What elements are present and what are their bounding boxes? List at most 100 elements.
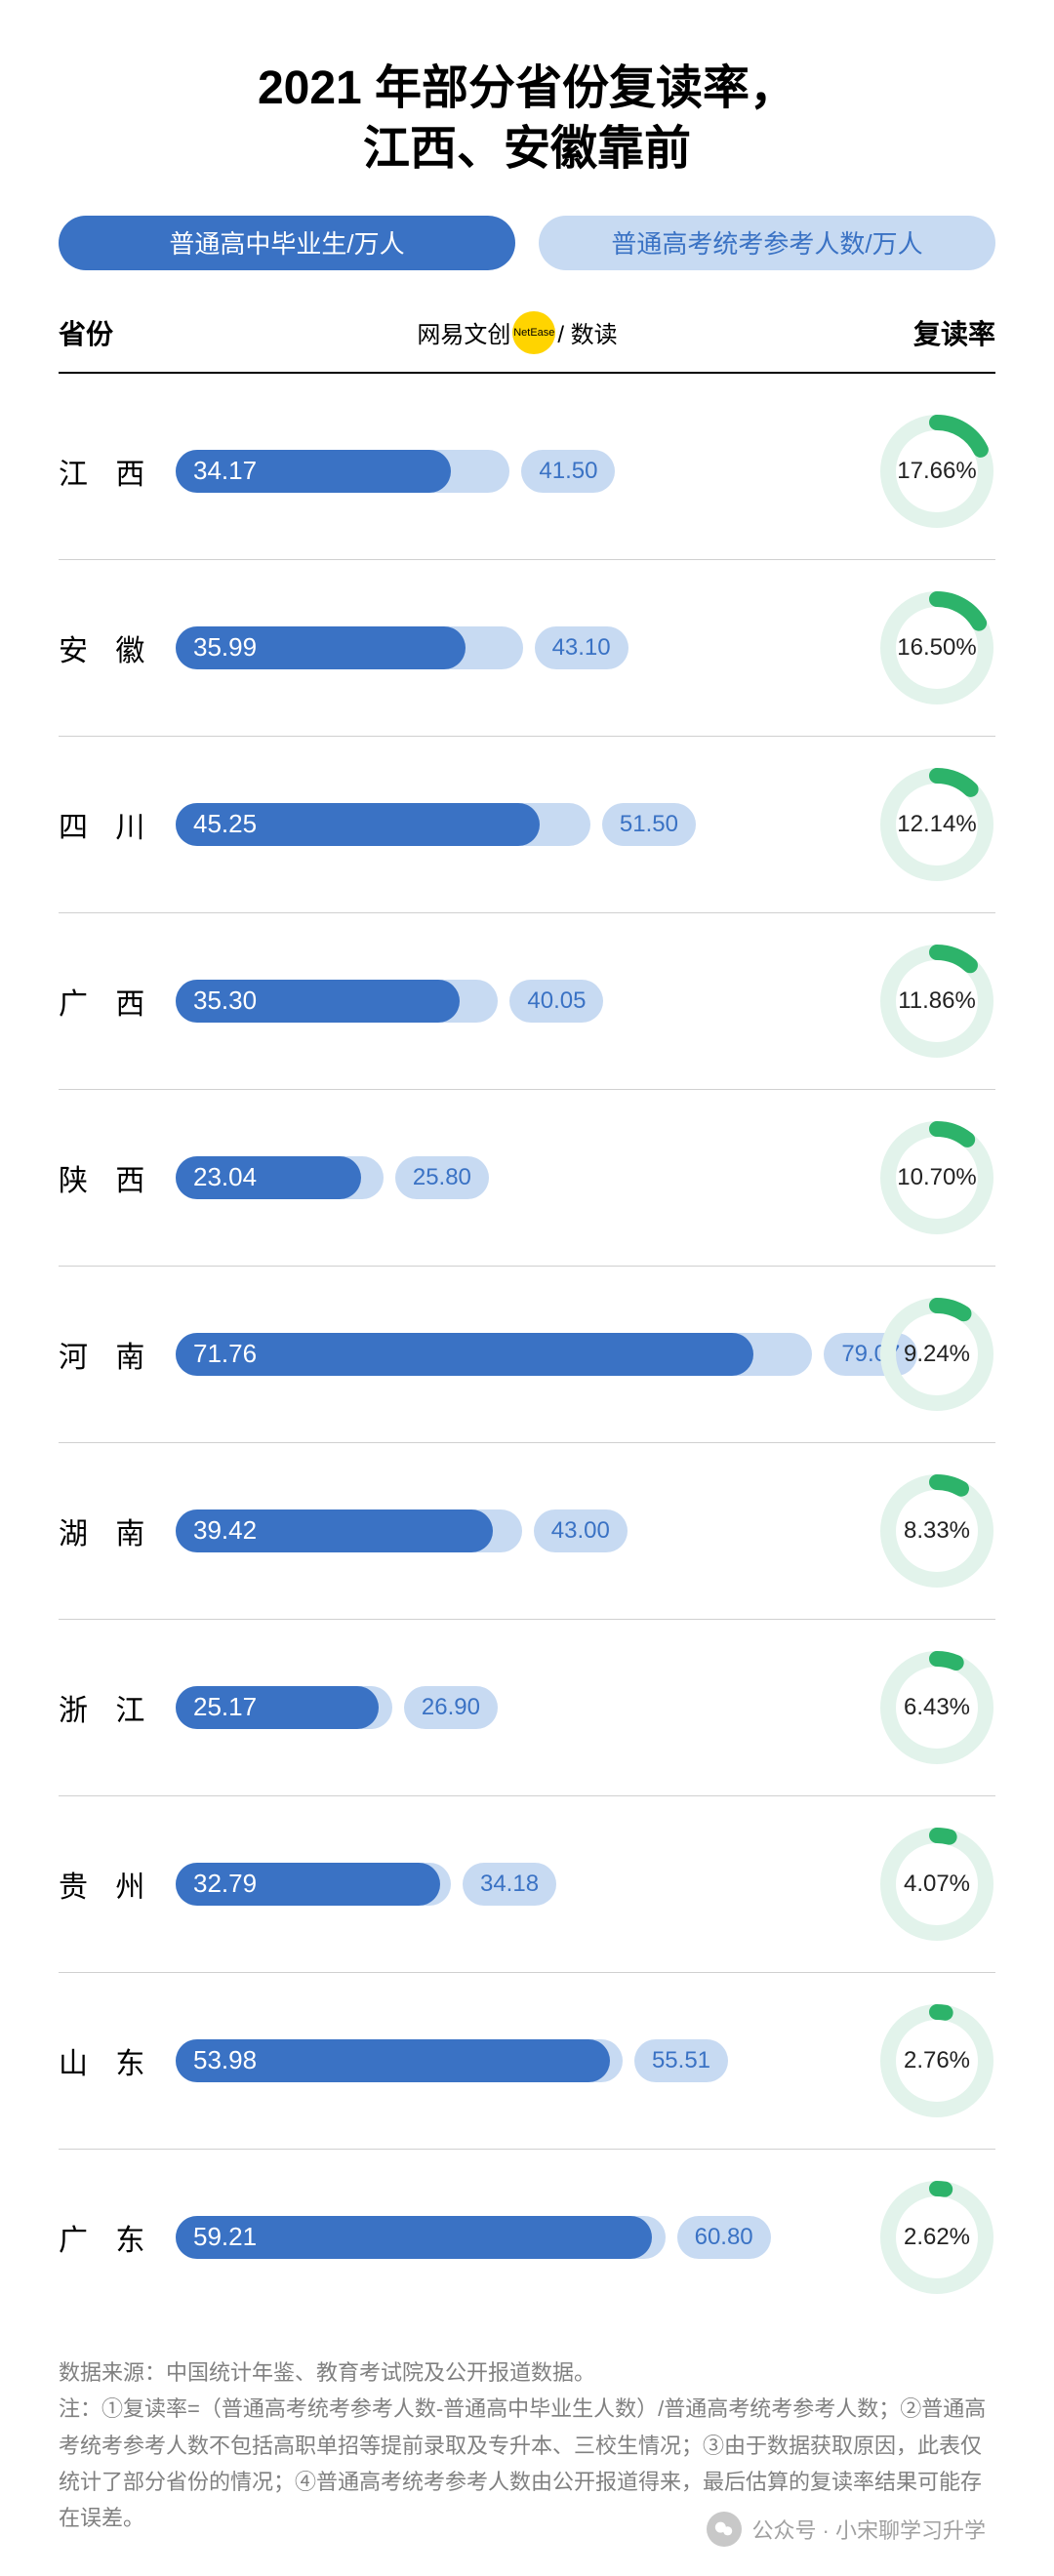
exam-takers-value: 26.90 (404, 1686, 498, 1729)
exam-takers-value: 60.80 (677, 2216, 771, 2259)
table-row: 四 川 45.25 51.50 12.14% (59, 737, 995, 913)
rate-donut: 2.76% (878, 2002, 995, 2119)
graduates-value: 34.17 (193, 456, 257, 486)
title-line-1: 2021 年部分省份复读率， (258, 62, 796, 114)
rate-donut: 10.70% (878, 1119, 995, 1236)
bar-graduates: 25.17 (176, 1686, 379, 1729)
exam-takers-value: 51.50 (602, 803, 696, 846)
rate-value: 12.14% (878, 766, 995, 883)
bar-graduates: 35.99 (176, 626, 466, 669)
exam-takers-value: 43.00 (534, 1509, 628, 1552)
rate-value: 17.66% (878, 413, 995, 530)
bar-graduates: 34.17 (176, 450, 451, 493)
bar-group: 39.42 43.00 (176, 1502, 859, 1560)
table-row: 浙 江 25.17 26.90 6.43% (59, 1620, 995, 1796)
graduates-value: 25.17 (193, 1692, 257, 1722)
bar-group: 35.99 43.10 (176, 619, 859, 677)
footnote-source: 数据来源：中国统计年鉴、教育考试院及公开报道数据。 (59, 2355, 995, 2391)
province-name: 江 西 (59, 450, 176, 493)
graduates-value: 39.42 (193, 1515, 257, 1546)
province-name: 浙 江 (59, 1686, 176, 1729)
data-rows: 江 西 34.17 41.50 17.66% 安 徽 35.99 43.10 16.… (59, 383, 995, 2325)
rate-value: 9.24% (878, 1296, 995, 1413)
province-name: 广 西 (59, 980, 176, 1023)
netease-icon: NetEase (512, 311, 555, 354)
wechat-icon (707, 2512, 742, 2547)
province-name: 广 东 (59, 2216, 176, 2259)
rate-value: 2.62% (878, 2179, 995, 2296)
bar-group: 34.17 41.50 (176, 442, 859, 501)
exam-takers-value: 55.51 (634, 2039, 728, 2082)
bar-group: 32.79 34.18 (176, 1855, 859, 1913)
bar-group: 23.04 25.80 (176, 1148, 859, 1207)
exam-takers-value: 43.10 (535, 626, 628, 669)
rate-donut: 17.66% (878, 413, 995, 530)
table-row: 江 西 34.17 41.50 17.66% (59, 383, 995, 560)
title-line-2: 江西、安徽靠前 (363, 123, 691, 175)
footer-attribution: 公众号 · 小宋聊学习升学 (707, 2512, 986, 2547)
brand-text-pre: 网易文创 (417, 315, 510, 349)
table-header: 省份 网易文创 NetEase / 数读 复读率 (59, 300, 995, 374)
chart-title: 2021 年部分省份复读率， 江西、安徽靠前 (59, 59, 995, 181)
province-name: 陕 西 (59, 1156, 176, 1199)
rate-donut: 12.14% (878, 766, 995, 883)
bar-graduates: 39.42 (176, 1509, 493, 1552)
header-rate: 复读率 (859, 313, 995, 352)
rate-value: 11.86% (878, 943, 995, 1060)
legend-graduates: 普通高中毕业生/万人 (59, 216, 515, 270)
bar-graduates: 32.79 (176, 1863, 440, 1906)
province-name: 安 徽 (59, 626, 176, 669)
exam-takers-value: 25.80 (395, 1156, 489, 1199)
rate-donut: 4.07% (878, 1826, 995, 1943)
rate-value: 16.50% (878, 589, 995, 706)
graduates-value: 35.30 (193, 986, 257, 1016)
footnotes: 数据来源：中国统计年鉴、教育考试院及公开报道数据。 注：①复读率=（普通高考统考… (59, 2355, 995, 2537)
rate-donut: 9.24% (878, 1296, 995, 1413)
bar-graduates: 45.25 (176, 803, 540, 846)
bar-graduates: 35.30 (176, 980, 460, 1023)
rate-donut: 11.86% (878, 943, 995, 1060)
table-row: 广 西 35.30 40.05 11.86% (59, 913, 995, 1090)
table-row: 陕 西 23.04 25.80 10.70% (59, 1090, 995, 1267)
rate-value: 8.33% (878, 1472, 995, 1590)
bar-group: 71.7679.07 (176, 1325, 859, 1384)
rate-donut: 8.33% (878, 1472, 995, 1590)
legend-exam-takers: 普通高考统考参考人数/万人 (539, 216, 995, 270)
header-province: 省份 (59, 313, 176, 352)
rate-value: 4.07% (878, 1826, 995, 1943)
table-row: 河 南 71.7679.07 9.24% (59, 1267, 995, 1443)
graduates-value: 45.25 (193, 809, 257, 839)
footer-text: 公众号 · 小宋聊学习升学 (751, 2514, 986, 2545)
bar-group: 59.21 60.80 (176, 2208, 859, 2267)
table-row: 安 徽 35.99 43.10 16.50% (59, 560, 995, 737)
province-name: 贵 州 (59, 1863, 176, 1906)
graduates-value: 23.04 (193, 1162, 257, 1192)
exam-takers-value: 34.18 (463, 1863, 556, 1906)
table-row: 山 东 53.9855.51 2.76% (59, 1973, 995, 2150)
bar-graduates: 53.98 (176, 2039, 610, 2082)
exam-takers-value: 41.50 (521, 450, 615, 493)
rate-value: 10.70% (878, 1119, 995, 1236)
bar-graduates: 71.76 (176, 1333, 753, 1376)
graduates-value: 35.99 (193, 632, 257, 663)
brand-text-post: / 数读 (557, 315, 617, 349)
exam-takers-value: 40.05 (509, 980, 603, 1023)
bar-group: 53.98 55.51 (176, 2032, 859, 2090)
province-name: 湖 南 (59, 1509, 176, 1552)
graduates-value: 53.98 (193, 2045, 257, 2075)
rate-value: 2.76% (878, 2002, 995, 2119)
graduates-value: 32.79 (193, 1869, 257, 1899)
table-row: 广 东 59.21 60.80 2.62% (59, 2150, 995, 2325)
rate-donut: 16.50% (878, 589, 995, 706)
bar-graduates: 59.21 (176, 2216, 652, 2259)
bar-group: 45.25 51.50 (176, 795, 859, 854)
table-row: 湖 南 39.42 43.00 8.33% (59, 1443, 995, 1620)
rate-donut: 2.62% (878, 2179, 995, 2296)
header-source-brand: 网易文创 NetEase / 数读 (176, 311, 859, 354)
legend: 普通高中毕业生/万人 普通高考统考参考人数/万人 (59, 216, 995, 270)
graduates-value: 59.21 (193, 2222, 257, 2252)
province-name: 四 川 (59, 803, 176, 846)
province-name: 河 南 (59, 1333, 176, 1376)
rate-value: 6.43% (878, 1649, 995, 1766)
graduates-value: 71.76 (193, 1339, 257, 1369)
